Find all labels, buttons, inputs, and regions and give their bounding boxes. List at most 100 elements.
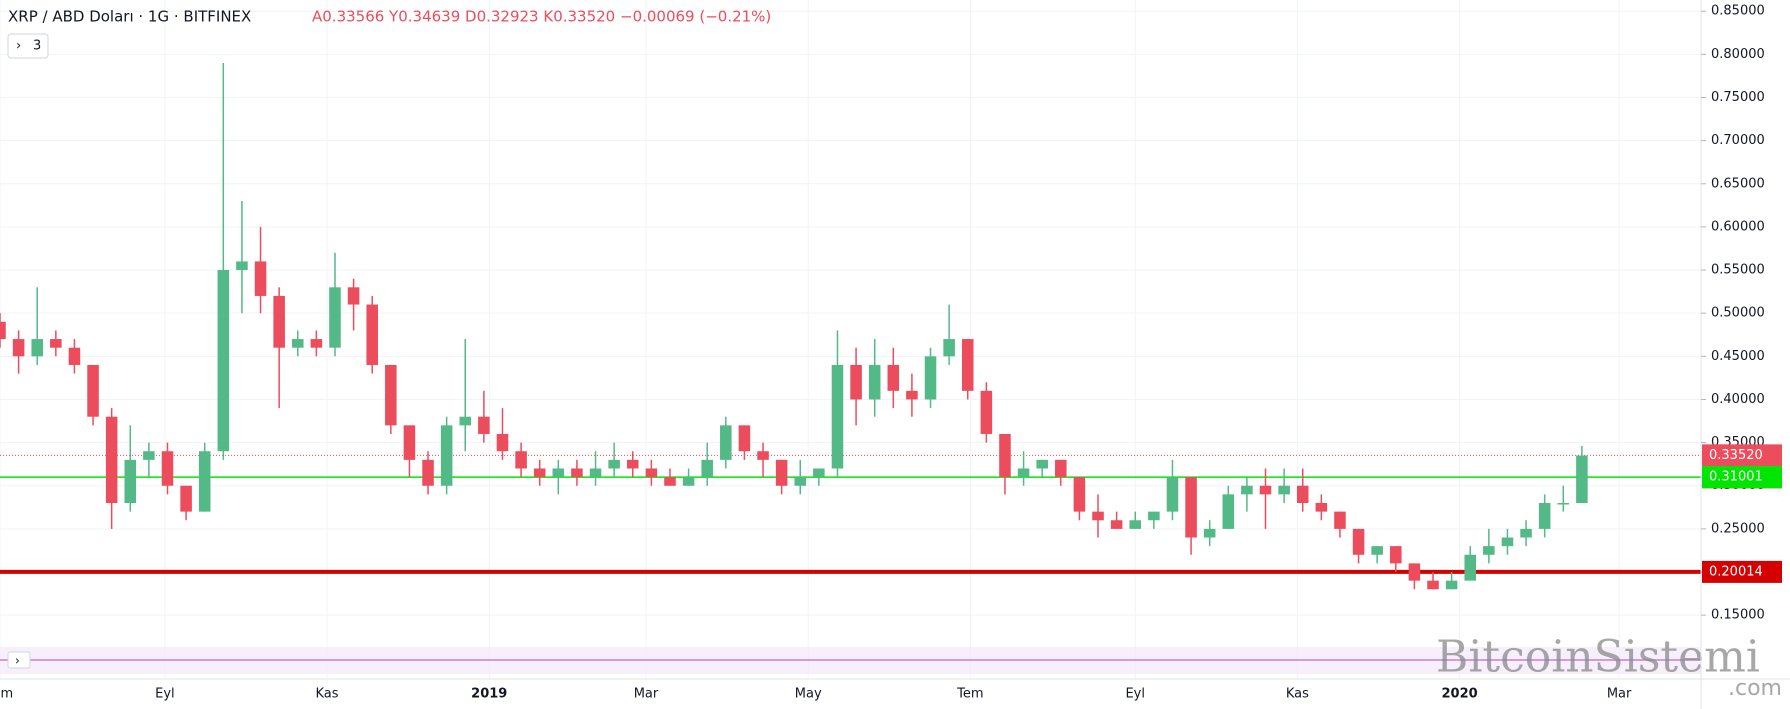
candle-body: [664, 477, 676, 486]
price-line-label: 0.31001: [1709, 470, 1763, 485]
candle-body: [1092, 511, 1104, 521]
price-line-label: 0.20014: [1709, 564, 1763, 579]
x-tick-label: 2020: [1442, 687, 1478, 702]
candle-body: [813, 468, 825, 478]
candle-body: [775, 459, 788, 486]
candle-body: [254, 261, 267, 296]
candle-body: [1278, 485, 1290, 495]
price-line-tag: [1702, 466, 1782, 489]
candle-body: [831, 364, 844, 469]
candle-body: [1259, 485, 1272, 495]
candle-body: [757, 451, 769, 460]
indicator-toggle-icon: ›: [16, 39, 21, 54]
candle-body: [1501, 537, 1514, 547]
candle-body: [1036, 459, 1048, 469]
y-tick-label: 0.75000: [1711, 90, 1765, 105]
x-tick-label: Tem: [956, 687, 983, 702]
candle-body: [1557, 502, 1570, 505]
x-tick-label: Eyl: [1125, 687, 1145, 702]
candle-body: [291, 339, 304, 348]
candle-body: [738, 425, 751, 452]
candle-body: [1315, 502, 1328, 512]
chart-title: XRP / ABD Doları · 1G · BITFINEX: [8, 8, 251, 26]
candle-body: [1576, 455, 1588, 503]
candle-body: [1390, 546, 1402, 564]
candle-body: [1148, 511, 1160, 521]
candle-body: [961, 339, 974, 391]
candle-body: [1166, 477, 1179, 512]
candle-body: [1371, 546, 1383, 555]
ohlc-legend: A0.33566 Y0.34639 D0.32923 K0.33520 −0.0…: [312, 8, 771, 26]
candle-body: [868, 364, 881, 400]
grid: [0, 0, 1701, 679]
candle-body: [720, 425, 732, 460]
candle-body: [533, 468, 546, 478]
candle-body: [1427, 580, 1439, 590]
watermark: BitcoinSistemi: [1436, 632, 1760, 683]
candle-body: [1241, 485, 1253, 495]
candle-body: [1464, 554, 1476, 581]
candle-body: [403, 425, 416, 460]
watermark-suffix: .com: [1728, 676, 1782, 701]
y-tick-label: 0.70000: [1711, 133, 1765, 148]
candle-body: [143, 451, 155, 460]
x-tick-label: Tem: [0, 687, 13, 702]
x-tick-label: Mar: [634, 687, 659, 702]
candle-body: [422, 459, 434, 486]
candle-body: [608, 459, 620, 469]
candle-body: [459, 416, 472, 426]
candle-body: [980, 390, 993, 434]
candle-body: [366, 304, 378, 365]
candle-body: [1110, 520, 1123, 529]
candle-body: [180, 485, 192, 512]
candle-body: [496, 433, 509, 452]
candle-body: [1408, 563, 1421, 581]
pane-toggle-icon: ›: [15, 654, 20, 668]
y-tick-label: 0.80000: [1711, 47, 1765, 62]
x-tick-label: May: [795, 687, 822, 702]
y-tick-label: 0.65000: [1711, 176, 1765, 191]
candle-body: [924, 356, 937, 400]
candle-body: [68, 347, 81, 365]
y-tick-label: 0.50000: [1711, 306, 1765, 321]
candle-body: [571, 468, 583, 478]
candle-body: [12, 339, 25, 357]
candle-body: [645, 468, 658, 478]
candle-body: [1203, 528, 1216, 538]
candle-body: [385, 364, 397, 426]
candle-body: [1185, 477, 1197, 538]
candle-body: [1222, 494, 1235, 529]
candle-body: [236, 261, 248, 271]
candle-body: [1538, 502, 1551, 529]
indicator-count: 3: [33, 39, 41, 54]
y-tick-label: 0.25000: [1711, 521, 1765, 536]
indicator-toggle[interactable]: [7, 33, 49, 59]
candle-body: [850, 364, 862, 400]
candle-body: [589, 468, 602, 478]
y-tick-label: 0.45000: [1711, 349, 1765, 364]
pane-toggle[interactable]: [7, 651, 31, 669]
y-tick-label: 0.55000: [1711, 263, 1765, 278]
y-tick-label: 0.15000: [1711, 608, 1765, 623]
candle-body: [273, 295, 285, 348]
candle-body: [198, 451, 211, 512]
candle-body: [124, 459, 137, 503]
candle-body: [552, 468, 565, 478]
price-line-label: 0.33520: [1709, 448, 1763, 463]
candle-body: [310, 339, 323, 348]
candle-body: [105, 416, 118, 503]
y-tick-label: 0.60000: [1711, 219, 1765, 234]
candle-body: [1483, 546, 1495, 555]
price-line-tag: [1702, 444, 1782, 467]
candle-body: [347, 287, 360, 305]
candle-body: [887, 364, 900, 391]
candle-body: [515, 451, 527, 469]
candle-body: [1352, 528, 1365, 555]
candle-body: [701, 459, 713, 478]
candle-body: [1017, 468, 1030, 478]
candle-body: [999, 433, 1011, 478]
axes: 0.150000.200000.250000.300000.350000.400…: [0, 4, 1782, 702]
candle-body: [626, 459, 639, 469]
candle-body: [1334, 511, 1346, 529]
